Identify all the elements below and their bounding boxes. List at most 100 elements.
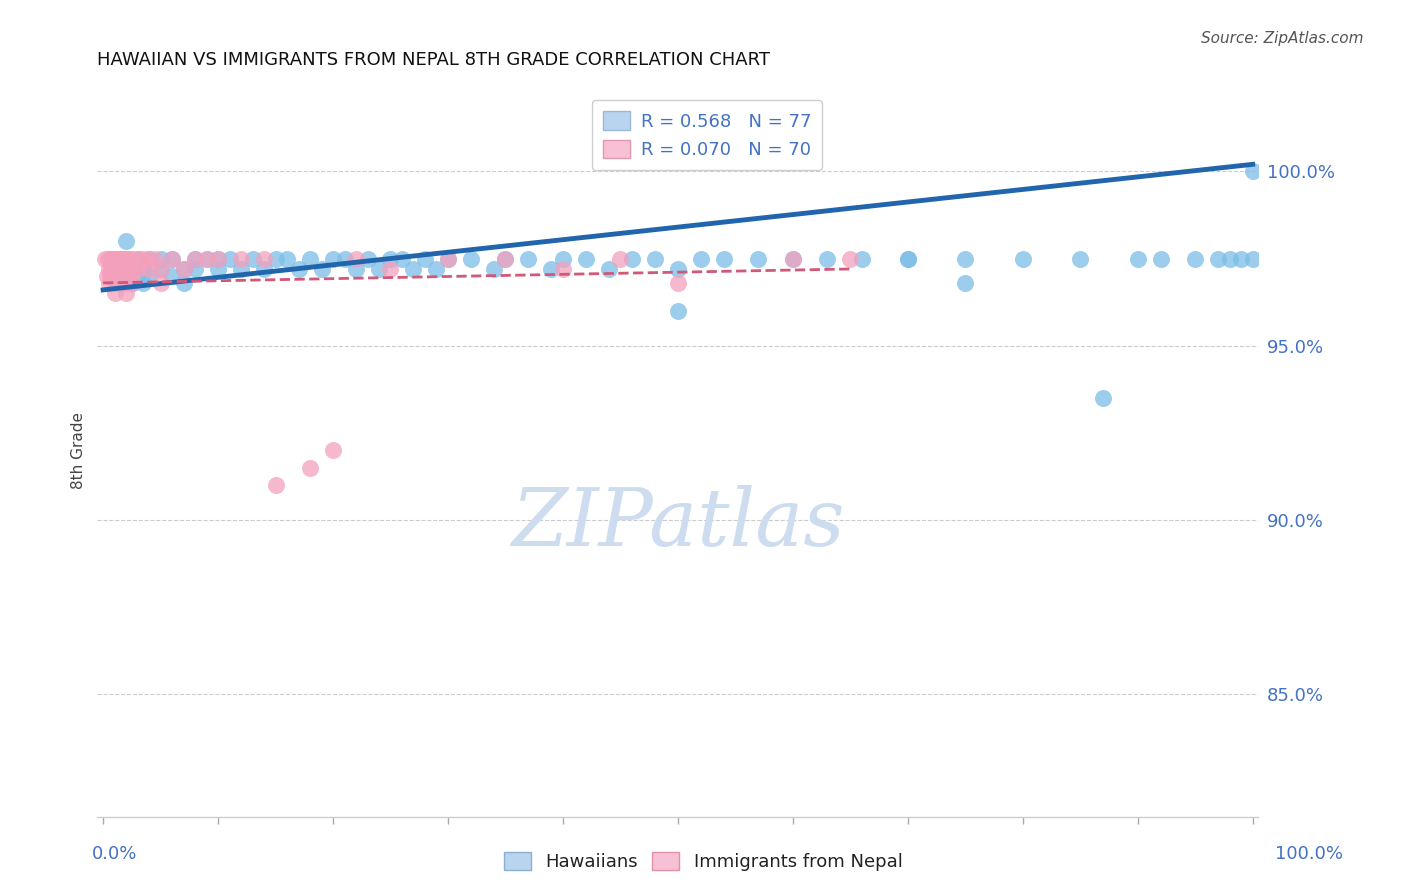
Point	[149, 262, 172, 277]
Point	[482, 262, 505, 277]
Point	[1150, 252, 1173, 266]
Point	[666, 262, 689, 277]
Point	[118, 252, 141, 266]
Point	[207, 262, 229, 277]
Point	[97, 262, 120, 277]
Point	[121, 252, 143, 266]
Y-axis label: 8th Grade: 8th Grade	[72, 412, 86, 489]
Point	[96, 268, 118, 283]
Point	[173, 262, 195, 277]
Point	[121, 276, 143, 290]
Point	[815, 252, 838, 266]
Point	[299, 252, 322, 266]
Point	[103, 262, 125, 277]
Point	[97, 252, 120, 266]
Point	[713, 252, 735, 266]
Point	[100, 262, 122, 277]
Point	[380, 262, 402, 277]
Point	[551, 262, 574, 277]
Text: HAWAIIAN VS IMMIGRANTS FROM NEPAL 8TH GRADE CORRELATION CHART: HAWAIIAN VS IMMIGRANTS FROM NEPAL 8TH GR…	[97, 51, 770, 69]
Point	[344, 262, 367, 277]
Point	[299, 460, 322, 475]
Point	[110, 252, 132, 266]
Point	[689, 252, 711, 266]
Point	[402, 262, 425, 277]
Point	[110, 262, 132, 277]
Point	[333, 252, 356, 266]
Point	[107, 262, 129, 277]
Point	[138, 262, 160, 277]
Point	[839, 252, 862, 266]
Point	[322, 252, 344, 266]
Point	[1241, 164, 1264, 178]
Point	[666, 303, 689, 318]
Point	[851, 252, 873, 266]
Point	[115, 286, 138, 301]
Point	[149, 262, 172, 277]
Point	[101, 268, 124, 283]
Point	[437, 252, 460, 266]
Point	[276, 252, 298, 266]
Point	[115, 252, 138, 266]
Point	[666, 276, 689, 290]
Legend: Hawaiians, Immigrants from Nepal: Hawaiians, Immigrants from Nepal	[496, 845, 910, 879]
Point	[1092, 391, 1115, 405]
Point	[253, 252, 276, 266]
Point	[115, 268, 138, 283]
Point	[112, 262, 135, 277]
Point	[184, 252, 207, 266]
Point	[104, 252, 127, 266]
Point	[111, 268, 134, 283]
Point	[517, 252, 540, 266]
Point	[143, 252, 166, 266]
Point	[620, 252, 643, 266]
Point	[105, 268, 128, 283]
Point	[184, 252, 207, 266]
Point	[138, 252, 160, 266]
Point	[149, 276, 172, 290]
Point	[747, 252, 769, 266]
Point	[160, 268, 183, 283]
Point	[551, 252, 574, 266]
Point	[104, 262, 127, 277]
Point	[413, 252, 436, 266]
Point	[575, 252, 598, 266]
Point	[108, 276, 131, 290]
Point	[104, 262, 127, 277]
Point	[127, 268, 149, 283]
Point	[138, 252, 160, 266]
Point	[115, 252, 138, 266]
Point	[132, 276, 155, 290]
Point	[104, 268, 127, 283]
Point	[110, 268, 132, 283]
Point	[1126, 252, 1149, 266]
Point	[1011, 252, 1033, 266]
Point	[1206, 252, 1229, 266]
Point	[1184, 252, 1206, 266]
Point	[121, 276, 143, 290]
Point	[111, 252, 134, 266]
Point	[598, 262, 620, 277]
Point	[494, 252, 516, 266]
Point	[98, 252, 121, 266]
Point	[1069, 252, 1091, 266]
Point	[138, 268, 160, 283]
Point	[494, 252, 516, 266]
Point	[344, 252, 367, 266]
Point	[782, 252, 804, 266]
Point	[115, 252, 138, 266]
Point	[311, 262, 333, 277]
Point	[127, 252, 149, 266]
Point	[101, 252, 124, 266]
Point	[897, 252, 920, 266]
Point	[112, 252, 135, 266]
Point	[644, 252, 666, 266]
Point	[229, 262, 252, 277]
Point	[356, 252, 378, 266]
Point	[100, 252, 122, 266]
Point	[120, 268, 142, 283]
Legend: R = 0.568   N = 77, R = 0.070   N = 70: R = 0.568 N = 77, R = 0.070 N = 70	[592, 101, 823, 169]
Point	[160, 252, 183, 266]
Text: Source: ZipAtlas.com: Source: ZipAtlas.com	[1201, 31, 1364, 46]
Point	[437, 252, 460, 266]
